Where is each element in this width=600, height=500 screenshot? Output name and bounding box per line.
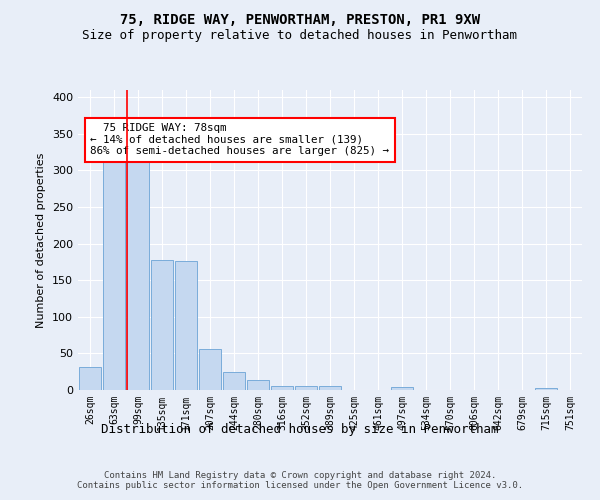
Bar (151, 260, 173, 390)
Bar (295, 386, 317, 390)
Bar (103, 154, 125, 390)
Text: Distribution of detached houses by size in Penwortham: Distribution of detached houses by size … (101, 422, 499, 436)
Text: 75 RIDGE WAY: 78sqm
← 14% of detached houses are smaller (139)
86% of semi-detac: 75 RIDGE WAY: 78sqm ← 14% of detached ho… (91, 123, 389, 156)
Text: 75, RIDGE WAY, PENWORTHAM, PRESTON, PR1 9XW: 75, RIDGE WAY, PENWORTHAM, PRESTON, PR1 … (120, 12, 480, 26)
Bar (247, 380, 269, 390)
Y-axis label: Number of detached properties: Number of detached properties (37, 152, 46, 328)
Bar (79, 366, 101, 390)
Bar (223, 372, 245, 390)
Text: Size of property relative to detached houses in Penwortham: Size of property relative to detached ho… (83, 29, 517, 42)
Bar (391, 387, 413, 390)
Bar (271, 386, 293, 390)
Bar (127, 145, 149, 390)
Bar (535, 388, 557, 390)
Bar (199, 349, 221, 390)
Text: Contains HM Land Registry data © Crown copyright and database right 2024.
Contai: Contains HM Land Registry data © Crown c… (77, 470, 523, 490)
Bar (319, 386, 341, 390)
Bar (175, 261, 197, 390)
